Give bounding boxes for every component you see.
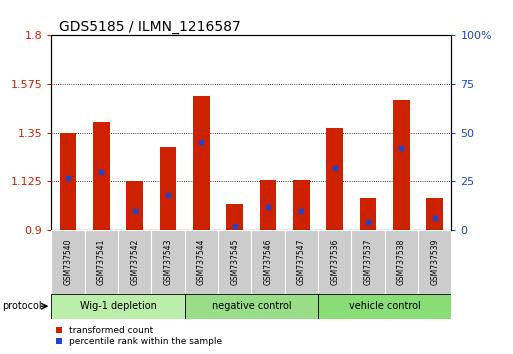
- Bar: [260, 180, 277, 230]
- Text: GSM737547: GSM737547: [297, 239, 306, 285]
- Bar: [351, 230, 385, 294]
- Bar: [93, 122, 110, 230]
- Bar: [51, 230, 85, 294]
- Bar: [126, 181, 143, 230]
- Text: Wig-1 depletion: Wig-1 depletion: [80, 301, 156, 311]
- Bar: [218, 230, 251, 294]
- Text: GSM737541: GSM737541: [97, 239, 106, 285]
- Bar: [318, 230, 351, 294]
- Bar: [418, 230, 451, 294]
- Text: GSM737545: GSM737545: [230, 239, 239, 285]
- Bar: [185, 294, 318, 319]
- Bar: [426, 198, 443, 230]
- Bar: [385, 230, 418, 294]
- Text: GSM737542: GSM737542: [130, 239, 139, 285]
- Text: GSM737544: GSM737544: [197, 239, 206, 285]
- Bar: [51, 294, 185, 319]
- Text: GSM737546: GSM737546: [264, 239, 272, 285]
- Bar: [360, 198, 377, 230]
- Bar: [251, 230, 285, 294]
- Bar: [293, 180, 310, 230]
- Text: GSM737538: GSM737538: [397, 239, 406, 285]
- Text: GSM737539: GSM737539: [430, 239, 439, 285]
- Bar: [318, 294, 451, 319]
- Text: GSM737536: GSM737536: [330, 239, 339, 285]
- Text: GSM737537: GSM737537: [364, 239, 372, 285]
- Text: negative control: negative control: [211, 301, 291, 311]
- Text: vehicle control: vehicle control: [349, 301, 421, 311]
- Bar: [226, 204, 243, 230]
- Text: GDS5185 / ILMN_1216587: GDS5185 / ILMN_1216587: [60, 21, 241, 34]
- Text: GSM737543: GSM737543: [164, 239, 172, 285]
- Bar: [118, 230, 151, 294]
- Bar: [60, 133, 76, 230]
- Bar: [185, 230, 218, 294]
- Text: GSM737540: GSM737540: [64, 239, 72, 285]
- Bar: [85, 230, 118, 294]
- Bar: [193, 96, 210, 230]
- Bar: [326, 129, 343, 230]
- Text: protocol: protocol: [3, 301, 42, 311]
- Bar: [285, 230, 318, 294]
- Bar: [160, 147, 176, 230]
- Bar: [393, 100, 410, 230]
- Legend: transformed count, percentile rank within the sample: transformed count, percentile rank withi…: [56, 326, 223, 346]
- Bar: [151, 230, 185, 294]
